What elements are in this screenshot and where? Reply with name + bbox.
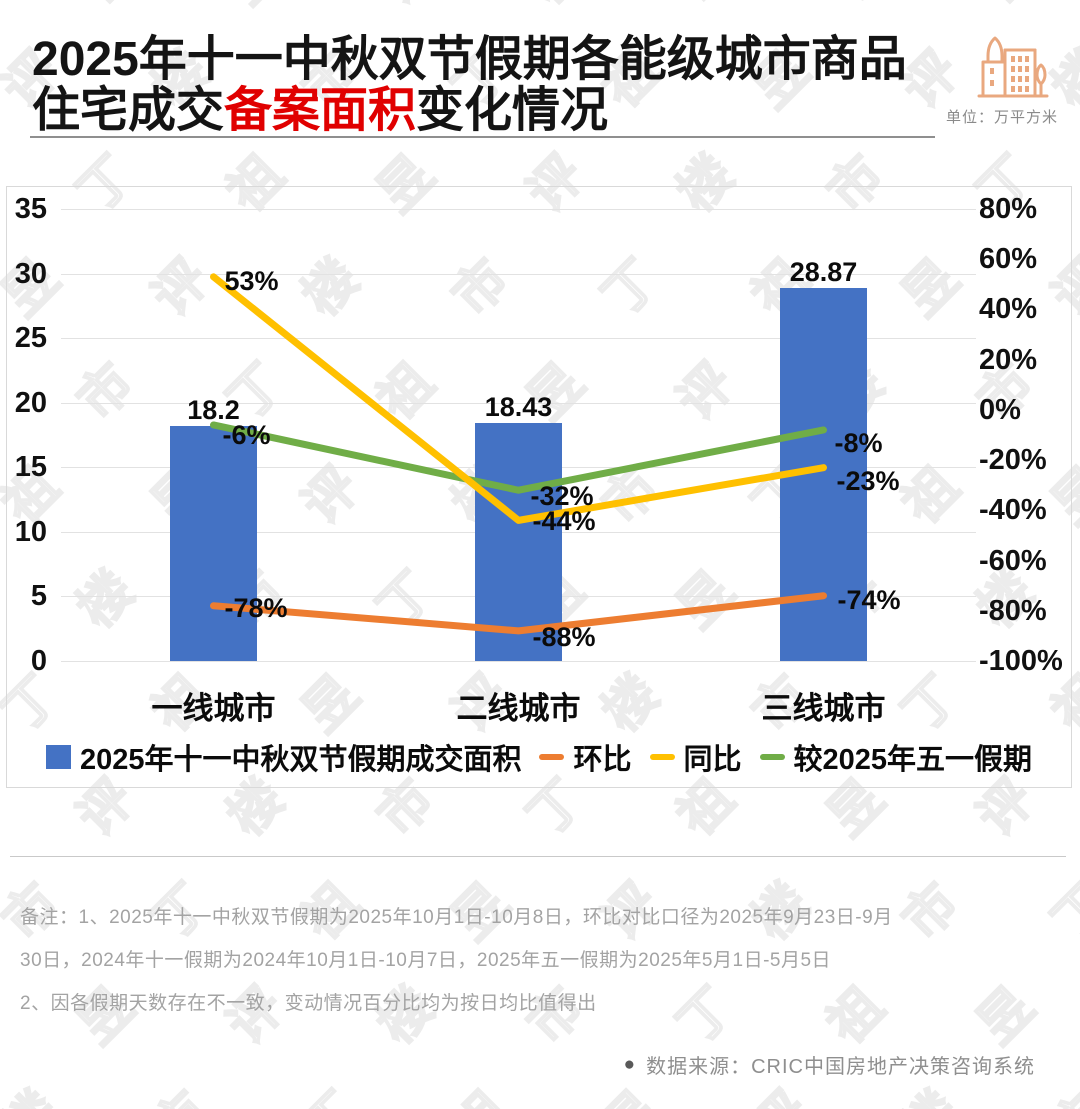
legend-label: 较2025年五一假期 [793,744,1033,776]
building-icon [977,36,1049,98]
line-value-label: -8% [834,427,883,458]
left-axis-tick: 30 [14,257,47,290]
gridline [61,402,976,404]
unit-label: 单位：万平方米 [945,109,1058,126]
gridline [61,338,976,340]
left-axis-tick: 35 [14,193,47,225]
right-axis-tick: 20% [979,343,1038,376]
legend-label: 2025年十一中秋双节假期成交面积 [79,744,522,776]
category-label-三线城市: 三线城市 [761,691,886,726]
category-label-一线城市: 一线城市 [151,691,276,726]
legend-item: 2025年十一中秋双节假期成交面积 [45,736,522,778]
line-value-label: -88% [532,621,596,652]
right-axis-tick: 0% [979,393,1021,426]
chart-legend: 2025年十一中秋双节假期成交面积 环比 同比 较2025年五一假期 [7,741,1071,776]
title-divider [30,136,935,138]
note-line-2: 30日，2024年十一假期为2024年10月1日-10月7日，2025年五一假期… [20,950,832,971]
bar-value-label: 18.43 [484,391,553,422]
title-line-2-suffix: 变化情况 [416,84,609,137]
legend-item: 较2025年五一假期 [759,736,1033,778]
bar-一线城市 [170,425,257,661]
gridline [61,661,976,662]
notes-divider [10,856,1066,857]
title-highlight: 备案面积 [224,84,417,137]
line-环比 [210,592,827,635]
line-value-label: -23% [836,465,900,496]
gridline [61,273,976,275]
left-axis-tick: 15 [14,451,47,484]
right-axis-tick: -60% [979,544,1047,577]
note-line-1: 备注：1、2025年十一中秋双节假期为2025年10月1日-10月8日，环比对比… [20,907,893,928]
title-line-2: 住宅成交备案面积变化情况 [32,85,907,136]
note-line-3: 2、因各假期天数存在不一致，变动情况百分比均为按日均比值得出 [20,993,597,1014]
title-line-2-prefix: 住宅成交 [32,84,225,137]
left-axis-tick: 0 [30,645,47,677]
line-同比 [210,273,827,524]
notes: 备注：1、2025年十一中秋双节假期为2025年10月1日-10月8日，环比对比… [20,896,893,1025]
line-value-label: -44% [532,506,596,537]
legend-dash-swatch [539,754,565,760]
legend-dash-swatch [649,754,675,760]
left-axis-tick: 5 [30,580,47,613]
line-较2025年五一假期 [210,421,827,494]
line-value-label: -32% [530,481,594,512]
left-axis-tick: 10 [14,515,47,548]
right-axis-tick: -80% [979,594,1047,627]
page-title: 2025年十一中秋双节假期各能级城市商品 住宅成交备案面积变化情况 [32,34,907,136]
legend-item: 环比 [539,736,632,778]
line-value-label: -74% [837,584,901,615]
right-axis-tick: 60% [979,243,1038,276]
line-value-label: -78% [224,592,288,623]
left-axis-tick: 20 [14,386,47,419]
legend-label: 环比 [573,744,632,776]
data-source: ● 数据来源：CRIC中国房地产决策咨询系统 [624,1050,1035,1079]
bullet-icon: ● [623,1053,637,1075]
line-series [210,273,827,635]
legend-square-swatch [45,745,71,769]
right-axis-tick: -100% [979,645,1063,677]
line-value-label: -6% [222,419,271,450]
bar-二线城市 [475,422,562,661]
category-label-二线城市: 二线城市 [456,691,581,726]
legend-item: 同比 [649,736,742,778]
gridline [61,209,976,210]
title-line-1: 2025年十一中秋双节假期各能级城市商品 [32,33,907,86]
left-axis-tick: 25 [14,322,47,355]
legend-dash-swatch [759,754,785,760]
right-axis-tick: 40% [979,293,1038,326]
chart-card: 35 30 25 20 15 10 5 0 80% 60% 40% 20% 0% -20% -40% -60… [6,186,1072,788]
right-axis-tick: -40% [979,494,1047,527]
bar-value-label: 18.2 [187,394,240,425]
right-axis-tick: 80% [979,193,1038,225]
source-text: 数据来源：CRIC中国房地产决策咨询系统 [646,1056,1035,1078]
bar-value-label: 28.87 [789,257,858,288]
legend-label: 同比 [683,744,742,776]
line-value-label: 53% [224,265,279,296]
right-axis-tick: -20% [979,444,1047,477]
